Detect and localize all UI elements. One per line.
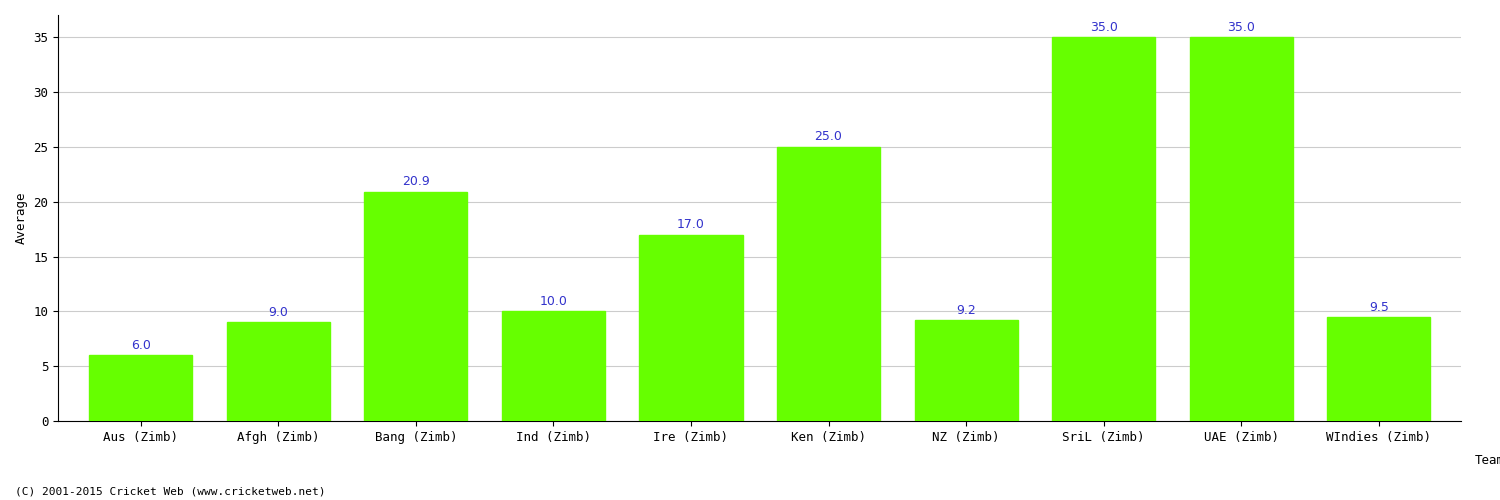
Bar [364, 192, 468, 421]
Text: 9.5: 9.5 [1370, 300, 1389, 314]
Text: 10.0: 10.0 [540, 295, 567, 308]
Text: 6.0: 6.0 [130, 339, 150, 352]
Text: 9.2: 9.2 [956, 304, 976, 317]
Bar [1190, 37, 1293, 421]
Bar [1052, 37, 1155, 421]
Text: 35.0: 35.0 [1089, 20, 1118, 34]
Text: 20.9: 20.9 [402, 176, 430, 188]
Text: 25.0: 25.0 [815, 130, 843, 143]
X-axis label: Team: Team [1474, 454, 1500, 466]
Text: (C) 2001-2015 Cricket Web (www.cricketweb.net): (C) 2001-2015 Cricket Web (www.cricketwe… [15, 487, 326, 497]
Text: 35.0: 35.0 [1227, 20, 1256, 34]
Text: 9.0: 9.0 [268, 306, 288, 319]
Bar [777, 146, 880, 421]
Bar [915, 320, 1017, 421]
Bar [88, 356, 192, 421]
Bar [503, 312, 605, 421]
Bar [639, 234, 742, 421]
Text: 17.0: 17.0 [676, 218, 705, 232]
Bar [1328, 317, 1431, 421]
Bar [226, 322, 330, 421]
Y-axis label: Average: Average [15, 192, 28, 244]
